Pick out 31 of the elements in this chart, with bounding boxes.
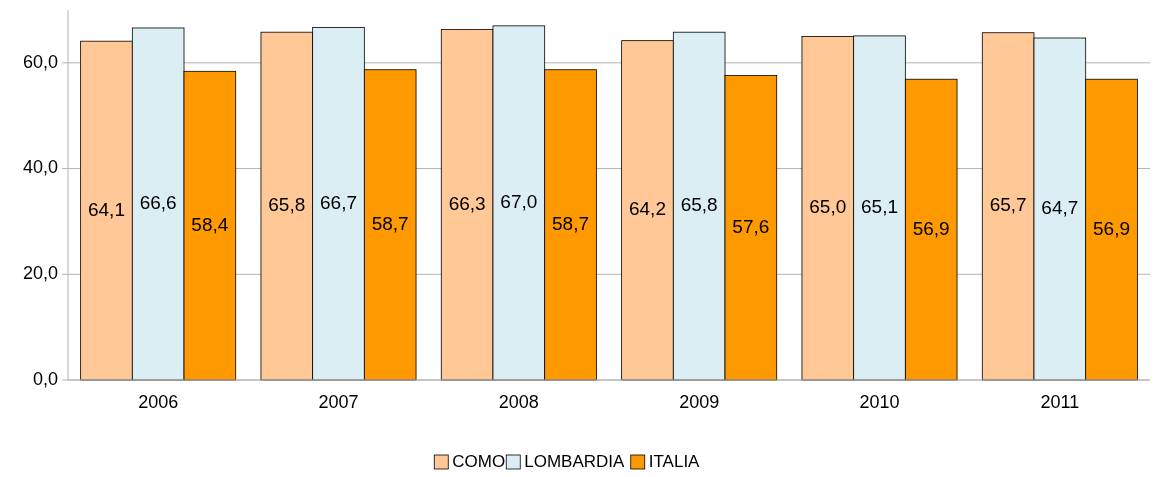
y-tick-label: 40,0 (22, 157, 58, 178)
x-tick-label: 2008 (498, 392, 539, 412)
data-label: 65,8 (680, 194, 718, 216)
x-tick-label: 2010 (859, 392, 900, 412)
data-label: 56,9 (912, 217, 950, 239)
y-tick-label: 60,0 (22, 51, 58, 72)
legend-label: ITALIA (648, 452, 701, 472)
x-tick-label: 2006 (138, 392, 179, 412)
legend-label: LOMBARDIA (524, 452, 626, 472)
y-tick-label: 20,0 (22, 263, 58, 284)
data-label: 56,9 (1093, 217, 1131, 239)
data-label: 66,7 (320, 191, 357, 213)
legend-label: COMO (452, 452, 506, 472)
data-label: 58,7 (371, 212, 409, 234)
y-tick-label: 0,0 (32, 368, 58, 389)
data-label: 66,6 (139, 192, 177, 213)
data-label: 64,7 (1041, 197, 1079, 219)
data-label: 58,7 (552, 212, 590, 234)
data-label: 67,0 (500, 190, 538, 212)
data-label: 66,3 (448, 192, 486, 214)
data-label: 64,1 (87, 198, 125, 220)
data-label: 57,6 (732, 215, 770, 237)
data-label: 65,7 (989, 194, 1027, 216)
data-label: 65,0 (809, 196, 847, 218)
x-tick-label: 2007 (318, 392, 359, 412)
x-tick-label: 2011 (1040, 392, 1080, 412)
data-label: 65,8 (268, 194, 306, 216)
data-label: 65,1 (861, 195, 898, 217)
data-label: 64,2 (628, 198, 666, 220)
x-tick-label: 2009 (679, 392, 720, 412)
data-label: 58,4 (191, 213, 229, 235)
